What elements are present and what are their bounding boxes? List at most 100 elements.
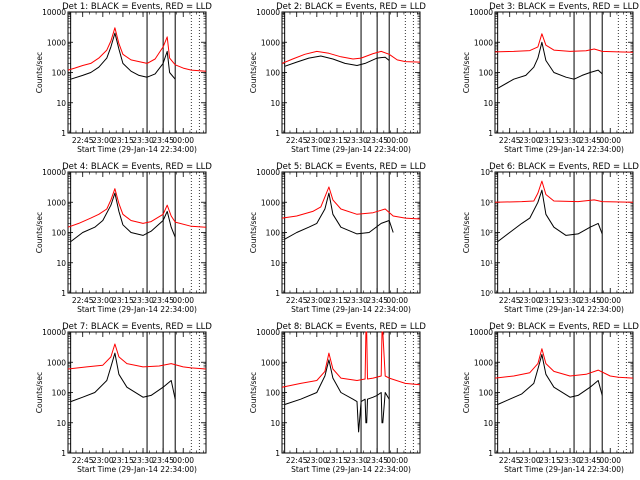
x-tick-label: 23:30	[346, 296, 368, 305]
x-tick-label: 23:15	[539, 296, 561, 305]
x-tick-label: 22:45	[499, 456, 521, 465]
y-tick-label: 10	[56, 99, 66, 108]
y-tick-label: 100	[479, 389, 494, 398]
y-tick-label: 1	[275, 449, 280, 458]
series-line-lld	[494, 348, 634, 379]
x-axis-label: Start Time (29-Jan-14 22:34:00)	[504, 465, 624, 474]
y-tick-label: 100	[266, 229, 281, 238]
y-tick-label: 10²	[480, 229, 493, 238]
x-tick-label: 23:30	[559, 456, 581, 465]
y-axis-label: Counts/sec	[35, 212, 44, 253]
x-tick-label: 22:45	[286, 296, 308, 305]
chart-title: Det 4: BLACK = Events, RED = LLD	[62, 162, 212, 172]
series-line-lld	[67, 27, 207, 72]
series-line-lld	[281, 186, 421, 220]
y-tick-label: 1	[61, 289, 66, 298]
x-axis-label: Start Time (29-Jan-14 22:34:00)	[504, 305, 624, 314]
y-tick-label: 1	[275, 289, 280, 298]
x-axis-label: Start Time (29-Jan-14 22:34:00)	[504, 145, 624, 154]
chart-title: Det 7: BLACK = Events, RED = LLD	[62, 322, 212, 332]
y-axis-label: Counts/sec	[462, 212, 471, 253]
series-line-lld	[494, 180, 634, 203]
y-tick-label: 10	[270, 99, 280, 108]
x-tick-label: 23:15	[326, 456, 348, 465]
series-line-lld	[67, 343, 207, 370]
series-line-lld	[281, 331, 421, 388]
x-tick-label: 23:45	[152, 456, 174, 465]
x-tick-label: 23:00	[519, 456, 541, 465]
y-axis-label: Counts/sec	[249, 212, 258, 253]
x-axis-label: Start Time (29-Jan-14 22:34:00)	[77, 305, 197, 314]
y-tick-label: 100	[52, 389, 67, 398]
x-tick-label: 23:00	[519, 136, 541, 145]
y-tick-label: 10	[483, 419, 493, 428]
series-line-events	[497, 354, 603, 405]
x-tick-label: 23:45	[152, 296, 174, 305]
x-tick-label: 23:00	[92, 136, 114, 145]
series-line-events	[284, 55, 390, 67]
y-axis-label: Counts/sec	[249, 372, 258, 413]
chart-title: Det 5: BLACK = Events, RED = LLD	[276, 162, 426, 172]
y-tick-label: 1000	[261, 358, 280, 367]
x-axis-label: Start Time (29-Jan-14 22:34:00)	[77, 465, 197, 474]
x-tick-label: 00:00	[172, 296, 194, 305]
x-tick-label: 23:45	[152, 136, 174, 145]
chart-panel-2: Det 2: BLACK = Events, RED = LLD 1 10 100 10…	[249, 2, 426, 154]
y-tick-label: 10	[270, 419, 280, 428]
y-tick-label: 10000	[469, 8, 493, 17]
y-tick-label: 10000	[256, 328, 280, 337]
x-tick-label: 22:45	[72, 136, 94, 145]
series-line-events	[70, 192, 176, 242]
x-tick-label: 23:15	[112, 456, 134, 465]
x-tick-label: 23:30	[346, 136, 368, 145]
y-tick-label: 10000	[42, 168, 66, 177]
x-tick-label: 22:45	[72, 456, 94, 465]
chart-title: Det 6: BLACK = Events, RED = LLD	[489, 162, 639, 172]
y-axis-label: Counts/sec	[462, 372, 471, 413]
x-tick-label: 23:15	[112, 136, 134, 145]
series-line-lld	[281, 50, 421, 64]
series-line-events	[497, 189, 603, 242]
x-tick-label: 23:45	[366, 296, 388, 305]
series-line-events	[284, 192, 394, 240]
chart-panel-7: Det 7: BLACK = Events, RED = LLD 1 10 100 10…	[35, 322, 212, 474]
y-tick-label: 100	[52, 69, 67, 78]
y-tick-label: 10	[483, 99, 493, 108]
x-tick-label: 23:15	[326, 296, 348, 305]
y-tick-label: 10	[56, 259, 66, 268]
y-tick-label: 1	[275, 129, 280, 138]
y-axis-label: Counts/sec	[35, 52, 44, 93]
y-tick-label: 1000	[474, 38, 493, 47]
y-tick-label: 1	[488, 129, 493, 138]
y-tick-label: 10⁰	[480, 289, 493, 298]
x-tick-label: 23:45	[579, 456, 601, 465]
x-axis-label: Start Time (29-Jan-14 22:34:00)	[77, 145, 197, 154]
x-tick-label: 23:15	[112, 296, 134, 305]
x-tick-label: 00:00	[172, 456, 194, 465]
y-tick-label: 10	[270, 259, 280, 268]
y-tick-label: 100	[52, 229, 67, 238]
x-tick-label: 23:45	[366, 456, 388, 465]
x-tick-label: 23:45	[579, 296, 601, 305]
chart-panel-1: Det 1: BLACK = Events, RED = LLD 1 10 100 10…	[35, 2, 212, 154]
x-tick-label: 00:00	[386, 296, 408, 305]
x-tick-label: 23:00	[92, 296, 114, 305]
y-tick-label: 1000	[47, 38, 66, 47]
series-line-lld	[494, 33, 634, 53]
x-tick-label: 23:30	[559, 296, 581, 305]
y-tick-label: 10¹	[480, 259, 493, 268]
x-tick-label: 00:00	[599, 136, 621, 145]
x-axis-label: Start Time (29-Jan-14 22:34:00)	[291, 145, 411, 154]
chart-panel-6: Det 6: BLACK = Events, RED = LLD 10⁰ 10¹ 10…	[462, 162, 639, 314]
x-tick-label: 23:00	[92, 456, 114, 465]
y-axis-label: Counts/sec	[249, 52, 258, 93]
y-tick-label: 100	[266, 69, 281, 78]
y-axis-label: Counts/sec	[35, 372, 44, 413]
x-tick-label: 23:30	[132, 136, 154, 145]
chart-panel-3: Det 3: BLACK = Events, RED = LLD 1 10 100 10…	[462, 2, 639, 154]
chart-title: Det 9: BLACK = Events, RED = LLD	[489, 322, 639, 332]
chart-panel-8: Det 8: BLACK = Events, RED = LLD 1 10 100 10…	[249, 322, 426, 474]
x-tick-label: 23:15	[539, 136, 561, 145]
x-tick-label: 23:00	[306, 296, 328, 305]
